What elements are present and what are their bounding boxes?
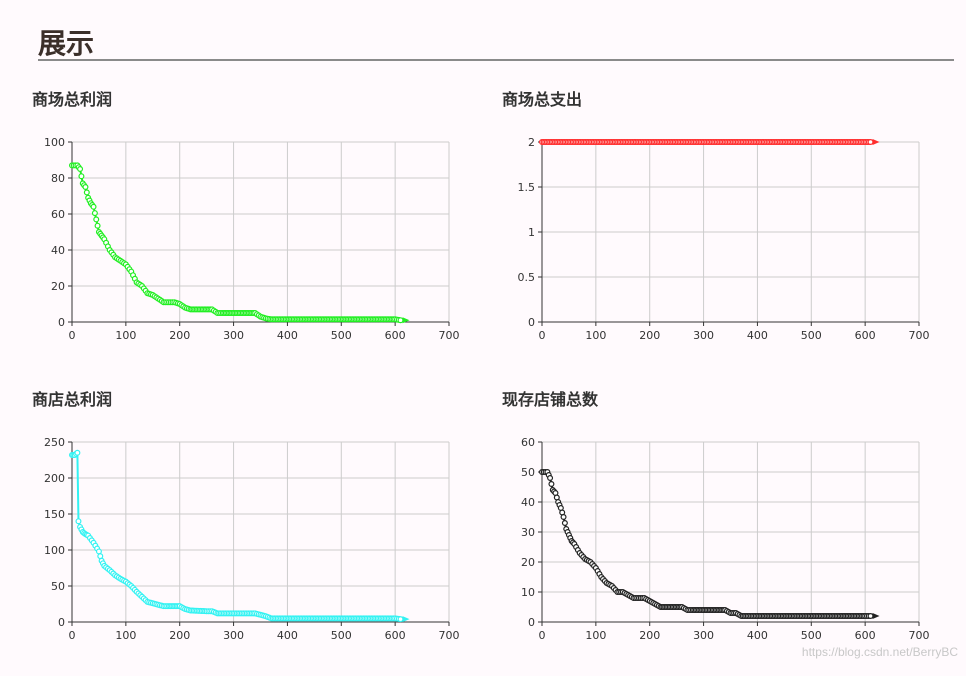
chart-shop-count: 现存店铺总数 0 100 200 300 400 500 600 700 0 10 20 30 40 50… <box>502 386 942 676</box>
y-tick-label: 10 <box>521 586 535 599</box>
data-point <box>91 210 98 217</box>
data-point <box>547 474 554 481</box>
chart-title: 商场总利润 <box>32 90 113 109</box>
x-tick-label: 400 <box>747 329 768 342</box>
series-end-marker <box>872 613 880 619</box>
y-tick-label: 0.5 <box>518 271 536 284</box>
data-point <box>548 480 555 487</box>
y-tick-label: 60 <box>521 436 535 449</box>
x-tick-label: 600 <box>855 329 876 342</box>
x-tick-label: 700 <box>909 629 930 642</box>
x-tick-label: 500 <box>331 329 352 342</box>
y-tick-label: 0 <box>528 616 535 629</box>
y-tick-label: 20 <box>51 280 65 293</box>
y-tick-label: 0 <box>58 316 65 329</box>
data-point <box>867 138 874 145</box>
series-end-marker <box>402 616 410 623</box>
series-end-marker <box>872 139 880 145</box>
x-tick-label: 700 <box>909 329 930 342</box>
x-tick-label: 400 <box>277 329 298 342</box>
chart-title: 商店总利润 <box>32 390 113 409</box>
x-tick-label: 500 <box>801 629 822 642</box>
y-tick-label: 250 <box>44 436 65 449</box>
y-tick-label: 2 <box>528 136 535 149</box>
chart-title: 现存店铺总数 <box>502 390 599 409</box>
data-point <box>74 449 81 456</box>
x-tick-label: 600 <box>855 629 876 642</box>
y-tick-label: 30 <box>521 526 535 539</box>
data-point <box>90 203 97 210</box>
series-line <box>72 164 401 322</box>
series-line <box>542 471 871 617</box>
data-point <box>75 518 82 525</box>
data-point <box>78 173 85 180</box>
chart-mall-profit: 商场总利润 0 100 200 300 400 500 600 700 0 20 40 60 80 100 <box>32 86 472 376</box>
y-tick-label: 80 <box>51 172 65 185</box>
chart-plot: 0 100 200 300 400 500 600 700 0 20 40 60 80 100 <box>44 136 460 342</box>
x-tick-label: 0 <box>69 329 76 342</box>
y-tick-label: 100 <box>44 136 65 149</box>
x-tick-label: 200 <box>169 629 190 642</box>
x-tick-label: 300 <box>693 629 714 642</box>
data-point <box>77 165 84 172</box>
y-tick-label: 0 <box>58 616 65 629</box>
y-tick-label: 40 <box>521 496 535 509</box>
x-tick-label: 400 <box>747 629 768 642</box>
title-divider <box>38 59 954 61</box>
x-tick-label: 300 <box>223 329 244 342</box>
data-point <box>83 189 90 196</box>
x-tick-label: 700 <box>439 329 460 342</box>
watermark: https://blog.csdn.net/BerryBC <box>801 645 958 659</box>
data-point <box>561 520 568 527</box>
x-tick-label: 600 <box>385 329 406 342</box>
x-tick-label: 500 <box>331 629 352 642</box>
y-tick-label: 50 <box>51 580 65 593</box>
x-tick-label: 0 <box>539 329 546 342</box>
y-tick-label: 20 <box>521 556 535 569</box>
y-tick-label: 1.5 <box>518 181 536 194</box>
y-tick-label: 60 <box>51 208 65 221</box>
y-tick-label: 200 <box>44 472 65 485</box>
x-tick-label: 100 <box>115 629 136 642</box>
data-point <box>94 222 101 229</box>
x-tick-label: 400 <box>277 629 298 642</box>
y-tick-label: 100 <box>44 544 65 557</box>
data-point <box>397 616 404 623</box>
x-tick-label: 300 <box>223 629 244 642</box>
x-tick-label: 500 <box>801 329 822 342</box>
y-tick-label: 1 <box>528 226 535 239</box>
data-point <box>560 514 567 521</box>
page-title: 展示 <box>38 27 95 60</box>
chart-plot: 0 100 200 300 400 500 600 700 0 10 20 30 40 50 60 <box>521 436 930 642</box>
x-tick-label: 200 <box>169 329 190 342</box>
y-tick-label: 50 <box>521 466 535 479</box>
x-tick-label: 200 <box>639 629 660 642</box>
data-point <box>95 548 102 555</box>
y-tick-label: 150 <box>44 508 65 521</box>
x-tick-label: 600 <box>385 629 406 642</box>
x-tick-label: 700 <box>439 629 460 642</box>
data-point <box>97 553 104 560</box>
chart-title: 商场总支出 <box>502 90 583 109</box>
data-point <box>82 183 89 190</box>
series-end-marker <box>402 317 410 324</box>
chart-plot: 0 100 200 300 400 500 600 700 0 0.5 1 1.5 2 <box>518 136 930 342</box>
x-tick-label: 100 <box>115 329 136 342</box>
x-tick-label: 0 <box>69 629 76 642</box>
x-tick-label: 200 <box>639 329 660 342</box>
x-tick-label: 100 <box>585 329 606 342</box>
y-tick-label: 40 <box>51 244 65 257</box>
x-tick-label: 300 <box>693 329 714 342</box>
data-point <box>93 216 100 223</box>
chart-plot: 0 100 200 300 400 500 600 700 0 50 100 150 200 250 <box>44 436 460 642</box>
y-tick-label: 0 <box>528 316 535 329</box>
data-point <box>397 317 404 324</box>
chart-mall-expense: 商场总支出 0 100 200 300 400 500 600 700 0 0.5 1 1.5 2 <box>502 86 942 376</box>
data-point <box>867 613 874 620</box>
chart-shop-profit: 商店总利润 0 100 200 300 400 500 600 700 0 50 100 150 200… <box>32 386 472 676</box>
x-tick-label: 0 <box>539 629 546 642</box>
x-tick-label: 100 <box>585 629 606 642</box>
